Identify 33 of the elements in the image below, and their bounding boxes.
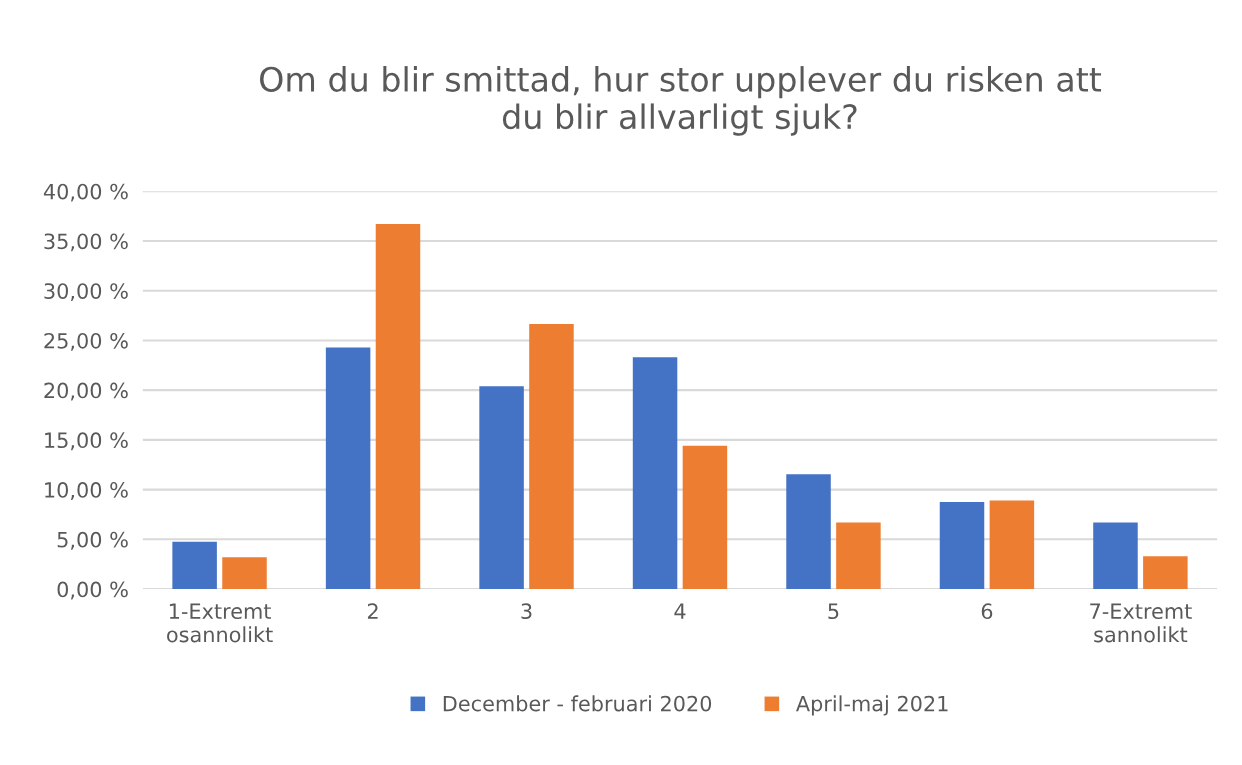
bar <box>375 224 421 590</box>
bar <box>989 500 1035 590</box>
x-tick-label: 3 <box>521 603 532 620</box>
y-tick-label: 0,00 % <box>57 581 128 600</box>
y-tick-label: 30,00 % <box>44 283 128 302</box>
y-tick-label: 25,00 % <box>44 332 128 351</box>
bar <box>325 347 371 590</box>
legend-label: December - februari 2020 <box>443 695 712 712</box>
y-tick-label: 35,00 % <box>44 233 128 252</box>
x-tick-label: 5 <box>828 603 839 620</box>
bar <box>222 557 267 590</box>
bar <box>632 357 678 590</box>
y-tick-label: 5,00 % <box>57 531 128 550</box>
x-tick-label: 1-Extremt osannolikt <box>167 603 273 643</box>
bar <box>836 522 881 590</box>
bar <box>786 474 831 590</box>
bar <box>939 502 985 590</box>
legend-label: April-maj 2021 <box>795 695 948 716</box>
chart-title: Om du blir smittad, hur stor upplever du risken att du blir allvarligt sjuk? <box>260 66 1102 136</box>
x-tick-label: 7-Extremt sannolikt <box>1090 603 1192 643</box>
bar <box>479 386 524 590</box>
x-tick-label: 6 <box>981 603 993 620</box>
bar <box>1093 522 1138 590</box>
x-tick-label: 2 <box>367 603 378 619</box>
x-tick-label: 4 <box>674 603 686 619</box>
bar <box>682 445 728 590</box>
y-tick-label: 10,00 % <box>45 482 128 500</box>
y-tick-label: 15,00 % <box>45 432 128 451</box>
bar <box>529 324 574 590</box>
y-tick-label: 40,00 % <box>43 183 128 202</box>
bar <box>1143 556 1188 590</box>
y-tick-label: 20,00 % <box>44 382 128 401</box>
bar <box>172 541 217 590</box>
